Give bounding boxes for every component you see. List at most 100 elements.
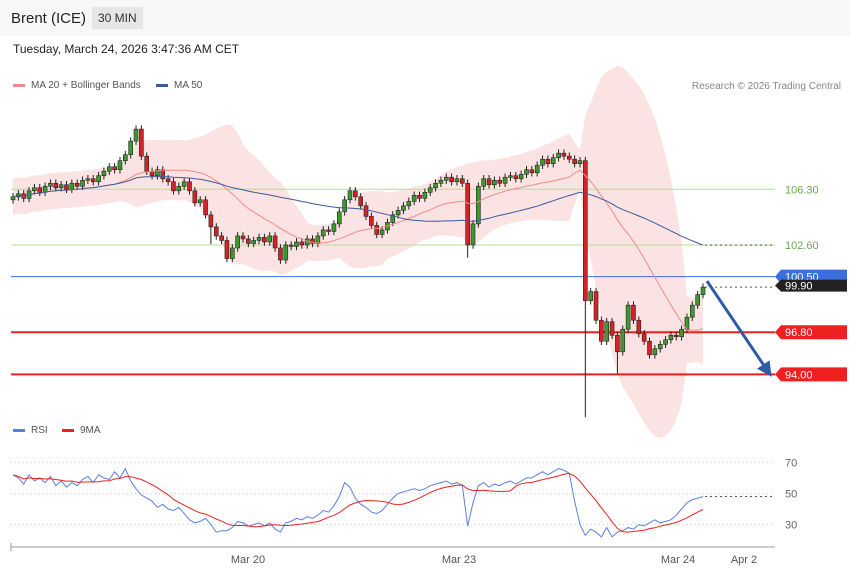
candle-body: [144, 155, 150, 172]
candle-body: [160, 169, 166, 180]
candle-body: [37, 187, 43, 193]
level-label-support: 96.80: [785, 327, 813, 339]
candle-body: [566, 155, 572, 160]
bollinger-band: [13, 65, 703, 439]
candle-body: [374, 225, 380, 235]
candle-body: [181, 181, 187, 187]
candle-body: [545, 158, 551, 165]
candle-body: [679, 328, 684, 338]
credit-text: Research © 2026 Trading Central: [691, 81, 841, 92]
rsi-ma-swatch: [62, 429, 74, 432]
candle-body: [262, 237, 267, 243]
candle-body: [272, 235, 278, 249]
instrument-title: Brent (ICE): [11, 10, 87, 27]
candle-body: [518, 173, 524, 180]
rsi-tick-label: 30: [785, 519, 797, 531]
candle-body: [240, 235, 246, 240]
candle-body: [85, 178, 91, 181]
candle-body: [588, 291, 593, 301]
candle-body: [192, 190, 198, 204]
legend-rsi-ma: 9MA: [62, 425, 101, 436]
candle-body: [550, 157, 556, 165]
candle-body: [48, 182, 53, 187]
bollinger-swatch: [13, 84, 25, 87]
candle-body: [235, 235, 240, 249]
rsi-tick-label: 50: [785, 488, 797, 500]
candle-body: [540, 158, 545, 166]
candle-body: [133, 128, 139, 142]
candle-body: [513, 175, 519, 180]
candle-body: [32, 187, 37, 192]
candle-body: [604, 321, 610, 342]
candle-body: [117, 160, 123, 171]
candle-body: [652, 348, 658, 356]
candle-body: [438, 179, 444, 184]
candle-body: [299, 241, 305, 246]
candle-body: [625, 304, 631, 330]
rsi-ma-line: [12, 472, 704, 533]
support-tag: [775, 325, 847, 340]
candle-body: [411, 195, 417, 202]
x-tick-label: Mar 23: [442, 554, 476, 566]
candle-body: [406, 201, 412, 207]
candle-body: [251, 240, 256, 244]
candle-body: [171, 181, 176, 192]
candle-body: [294, 241, 299, 247]
candle-body: [69, 182, 75, 190]
candle-body: [90, 178, 96, 183]
candle-body: [577, 160, 583, 165]
forecast-arrow: [705, 280, 772, 377]
candle-body: [379, 229, 385, 235]
candle-body: [417, 195, 422, 199]
candle-body: [347, 190, 353, 201]
candle-body: [320, 229, 326, 237]
candle-body: [363, 205, 369, 217]
candle-body: [219, 235, 224, 241]
candle-body: [647, 340, 652, 356]
legend-bollinger-label: MA 20 + Bollinger Bands: [31, 80, 141, 91]
candle-body: [106, 166, 112, 172]
candle-body: [631, 304, 636, 321]
candle-body: [502, 176, 508, 184]
candle-body: [112, 166, 117, 171]
level-label-resistance: 106.30: [785, 184, 819, 196]
candle-body: [695, 294, 700, 306]
candle-body: [176, 185, 182, 192]
candle-body: [331, 223, 337, 232]
candle-body: [486, 178, 492, 186]
candle-body: [208, 214, 214, 228]
candle-body: [128, 140, 133, 155]
candle-body: [213, 226, 219, 237]
level-label-resistance: 102.60: [785, 240, 819, 252]
candle-body: [700, 286, 706, 295]
x-tick-label: Mar 20: [231, 554, 265, 566]
candle-body: [246, 238, 251, 244]
legend-rsi: RSI: [13, 425, 48, 436]
candle-body: [53, 182, 59, 189]
candle-body: [561, 152, 567, 157]
x-tick-label: Apr 2: [731, 554, 757, 566]
candle-body: [187, 181, 192, 192]
candle-body: [278, 247, 283, 261]
candle-body: [139, 128, 144, 157]
legend-ma50: MA 50: [156, 80, 202, 91]
timeframe-badge[interactable]: 30 MIN: [92, 7, 143, 29]
candle-body: [230, 247, 235, 259]
candle-body: [663, 339, 668, 345]
candle-body: [492, 179, 497, 186]
candle-body: [42, 185, 48, 193]
last-price-label: 99.90: [785, 281, 813, 293]
ma50-line: [12, 176, 704, 246]
rsi-swatch: [13, 429, 25, 432]
candle-body: [256, 237, 262, 241]
candle-body: [529, 169, 535, 174]
candle-body: [508, 175, 513, 178]
candle-body: [427, 187, 433, 193]
candle-body: [497, 179, 503, 184]
ma20-line: [12, 169, 704, 331]
candle-body: [534, 164, 540, 174]
level-label-support: 94.00: [785, 369, 813, 381]
candle-body: [326, 229, 331, 232]
candle-body: [267, 235, 273, 243]
